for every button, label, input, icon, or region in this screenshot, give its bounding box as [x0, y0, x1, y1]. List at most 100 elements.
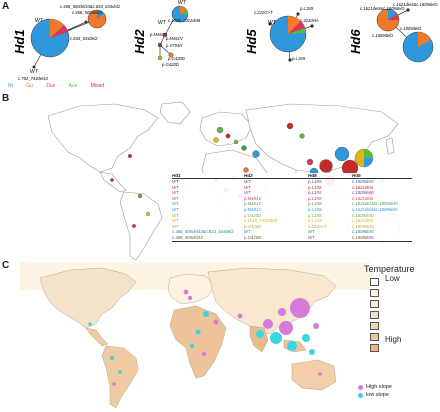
- hd6-node-1: c.1809delG: [372, 33, 394, 38]
- hd5-network: Hd5 WT p.L19S c.222G>T c.323delA p.L19S: [244, 6, 319, 62]
- table-cell: WT: [172, 218, 179, 224]
- slope-legend-low: low slope: [358, 392, 392, 398]
- table-header: Hd1 Hd2 Hd5 Hd6: [172, 173, 412, 179]
- table-cell: c.1809delG: [352, 190, 374, 196]
- table-cell: p.G420D: [244, 212, 262, 218]
- table-cell: p.L19S: [308, 190, 322, 196]
- hd6-node-2: c.1621del4&c.1809delG: [393, 2, 438, 7]
- temperature-legend: Temperature Low High: [364, 264, 440, 352]
- hd5-node-4: p.L19S: [291, 56, 305, 61]
- temperature-swatch: [370, 311, 379, 319]
- table-row: WT WT p.L19S c.1809delG: [172, 190, 412, 196]
- legend-dus: Dus: [46, 83, 56, 89]
- table-cell: WT: [172, 190, 179, 196]
- hd2-node-7: p.G420D: [161, 62, 179, 67]
- hd2-node-4: p.M451V: [165, 36, 184, 41]
- table-cell: c.1809delG: [352, 229, 374, 235]
- table-cell: c.1809delG: [352, 212, 374, 218]
- temperature-swatch: [370, 289, 379, 297]
- temperature-high: High: [385, 335, 402, 344]
- table-cell: WT: [308, 234, 315, 240]
- table-cell: c.1015_1022del8: [244, 218, 277, 224]
- population-legend: Ni Gu Dus Aus Mixed: [8, 74, 113, 92]
- slope-legend-high: High slope: [358, 384, 392, 390]
- hd2-node-2: WT: [158, 20, 167, 26]
- table-cell: c.1809delG: [352, 179, 374, 184]
- hd2-network: Hd2 WT c.1015_1022del8 WT p.M451V p.M451…: [132, 0, 201, 67]
- table-cell: WT: [308, 229, 315, 235]
- table-row: WT p.M451V p.L19S c.1621del4&c.1809delG: [172, 201, 412, 207]
- hd1-network: Hd1 WT c.468_500del33&c.833_834del2 c.46…: [12, 4, 121, 81]
- table-cell: c.1621del4&c.1809delG: [352, 201, 398, 207]
- table-cell: WT: [172, 195, 179, 201]
- table-cell: p.L19S: [308, 218, 322, 224]
- table-body: WT WT p.L19S c.1809delG WT WT p.L19S c.1621del4…: [172, 179, 412, 241]
- low-slope-label: low slope: [366, 392, 389, 398]
- panel-b-letter: B: [2, 93, 10, 104]
- haplotype-networks: Hd1 WT c.468_500del33&c.833_834del2 c.46…: [12, 0, 438, 81]
- hd2-node-6: p.G420D: [167, 56, 185, 61]
- temperature-swatch: [370, 344, 379, 352]
- table-cell: p.L19S: [308, 206, 322, 212]
- hd1-node-4: WT: [30, 69, 39, 75]
- table-cell: c.1621del4: [352, 195, 374, 201]
- table-cell: p.G420D: [244, 223, 262, 229]
- table-row: WT WT p.L19S c.1621del4: [172, 185, 412, 191]
- header-hd1: Hd1: [172, 173, 181, 178]
- temperature-swatch: [370, 278, 379, 286]
- table-cell: p.M451V: [244, 206, 262, 212]
- hd1-node-0: WT: [35, 18, 44, 24]
- temperature-swatch: [370, 300, 379, 308]
- hd2-node-3: p.M451V: [149, 32, 168, 37]
- hd2-node-1: c.1015_1022del8: [168, 18, 201, 23]
- table-row: WT c.1015_1022del8 p.L19S c.1621del4: [172, 218, 412, 224]
- table-row: WT p.G420D c.222G>T c.1809delG: [172, 224, 412, 230]
- low-slope-swatch: [358, 392, 363, 398]
- legend-aus: Aus: [68, 83, 78, 89]
- hd6-network: Hd6 c.1621del4&c.1809delG c.1809delG c.1…: [348, 2, 438, 63]
- legend-gu: Gu: [26, 83, 33, 89]
- table-row: WT p.G420D p.L19S c.1809delG: [172, 213, 412, 219]
- header-hd2: Hd2: [244, 173, 253, 178]
- table-cell: c.1621del4&c.1809delG: [352, 206, 398, 212]
- hd6-node-0: c.1621del4&c.1809delG: [360, 6, 405, 11]
- hd2-node-0: WT: [178, 0, 187, 6]
- table-row: c.468_500del33&c.833_834del2 WT WT c.1809de…: [172, 229, 412, 235]
- hd1-node-1: c.468_500del33&c.833_834del2: [60, 4, 121, 9]
- table-row: WT p.M451V p.L19S c.1621del4&c.1809delG: [172, 207, 412, 213]
- hd6-title: Hd6: [348, 29, 363, 54]
- legend-mixed: Mixed: [90, 83, 105, 89]
- hd2-node-5: p.V704H: [165, 43, 183, 48]
- header-hd6: Hd6: [352, 173, 361, 178]
- table-cell: WT: [244, 184, 251, 190]
- hd2-title: Hd2: [132, 29, 147, 54]
- hd5-node-1: p.L19S: [299, 6, 313, 11]
- panel-a-letter: A: [2, 1, 10, 12]
- table-cell: p.M451V: [244, 195, 262, 201]
- table-cell: p.L19S: [308, 184, 322, 190]
- hd1-node-3: c.833_834del2: [70, 36, 98, 41]
- hd1-node-5: c.702_744del43: [18, 76, 48, 81]
- table-row: c.468_500del33 p.G420D WT c.1809delG: [172, 235, 412, 241]
- hd5-node-3: c.323delA: [300, 18, 319, 23]
- table-cell: c.222G>T: [308, 223, 327, 229]
- slope-legend: High slope low slope: [358, 384, 392, 398]
- table-cell: WT: [172, 212, 179, 218]
- hd5-title: Hd5: [244, 29, 259, 54]
- panel-c-letter: C: [2, 260, 10, 271]
- table-cell: WT: [172, 184, 179, 190]
- table-cell: c.1809delG: [352, 223, 374, 229]
- table-cell: p.L19S: [308, 179, 322, 184]
- table-row: WT p.M451V p.L19S c.1621del4: [172, 196, 412, 202]
- table-cell: WT: [244, 190, 251, 196]
- haplotype-table: Hd1 Hd2 Hd5 Hd6 WT WT p.L19S c.1809delG WT WT…: [172, 173, 412, 242]
- table-cell: WT: [172, 179, 179, 184]
- legend-ni: Ni: [8, 83, 13, 89]
- high-slope-swatch: [358, 384, 363, 390]
- table-cell: WT: [244, 229, 251, 235]
- table-row: WT WT p.L19S c.1809delG: [172, 179, 412, 185]
- table-cell: c.1621del4: [352, 218, 374, 224]
- temperature-scale: [370, 278, 379, 352]
- hd1-title: Hd1: [12, 29, 27, 54]
- hd5-node-2: c.222G>T: [254, 10, 273, 15]
